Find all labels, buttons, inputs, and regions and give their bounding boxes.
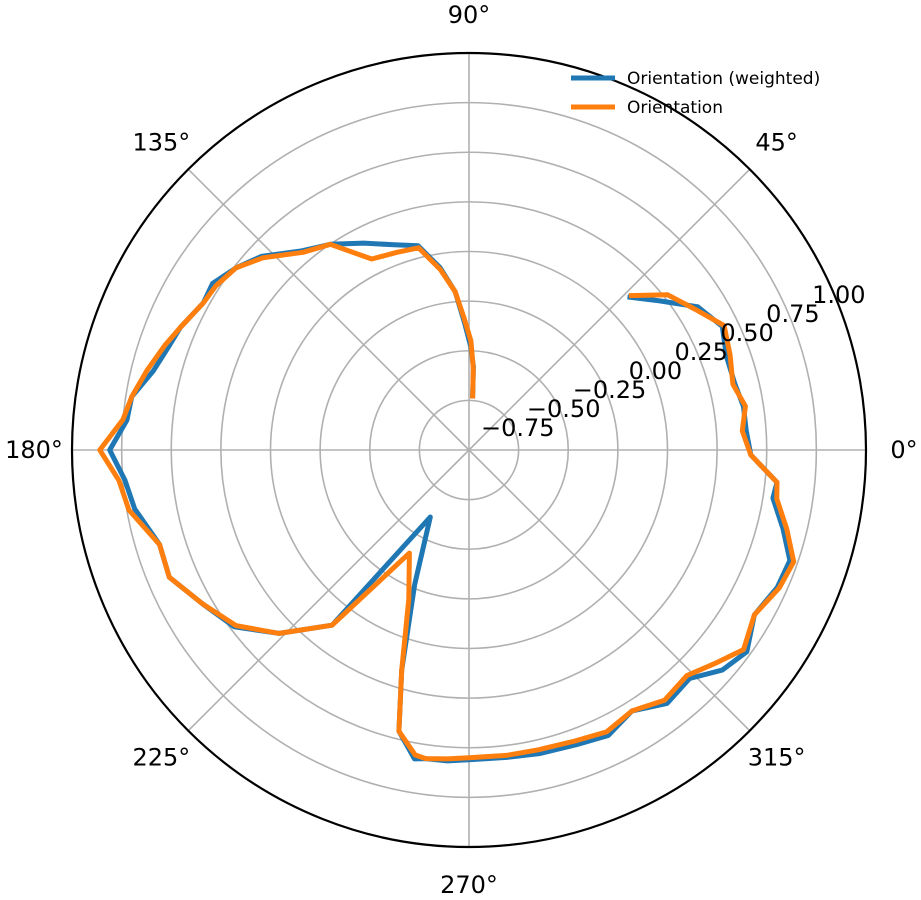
polar-outer-circle bbox=[70, 51, 868, 849]
r-tick-label-2: −0.25 bbox=[573, 376, 647, 404]
series-layer bbox=[97, 240, 797, 764]
theta-tick-label-90: 90° bbox=[448, 1, 491, 29]
r-tick-label-7: 1.00 bbox=[812, 281, 865, 309]
grid-circle-0 bbox=[418, 399, 520, 501]
theta-tick-label-0: 0° bbox=[890, 436, 917, 464]
grid-circle-6 bbox=[120, 101, 818, 799]
legend: Orientation (weighted) Orientation bbox=[571, 69, 820, 118]
r-tick-label-5: 0.50 bbox=[720, 319, 773, 347]
series-line-1 bbox=[97, 241, 797, 762]
grid-circle-3 bbox=[269, 250, 669, 650]
theta-tick-label-315: 315° bbox=[748, 744, 806, 772]
r-tick-label-3: 0.00 bbox=[629, 357, 682, 385]
theta-tick-label-45: 45° bbox=[755, 128, 798, 156]
theta-tick-label-270: 270° bbox=[440, 871, 498, 899]
r-tick-label-4: 0.25 bbox=[674, 338, 727, 366]
r-tick-label-1: −0.50 bbox=[527, 395, 601, 423]
theta-tick-label-180: 180° bbox=[5, 436, 63, 464]
grid-circle-4 bbox=[220, 201, 718, 699]
r-tick-label-6: 0.75 bbox=[766, 300, 819, 328]
grid-circle-5 bbox=[170, 151, 768, 749]
r-tick-label-0: −0.75 bbox=[481, 414, 555, 442]
legend-label-weighted: Orientation (weighted) bbox=[627, 69, 820, 89]
tick-labels: 0° 45° 90° 135° 180° 225° 270° 315° −0.75−0.50−0… bbox=[5, 1, 918, 899]
legend-label-orientation: Orientation bbox=[627, 98, 723, 118]
theta-tick-label-225: 225° bbox=[132, 744, 190, 772]
theta-tick-label-135: 135° bbox=[132, 128, 190, 156]
grid-circle-2 bbox=[319, 300, 619, 600]
polar-frame bbox=[70, 51, 868, 849]
